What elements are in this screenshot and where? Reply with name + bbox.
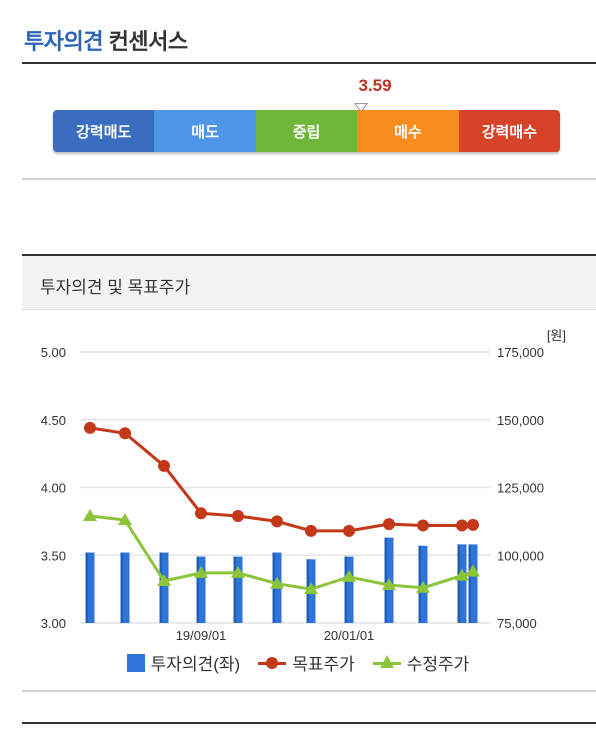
- next-section-divider: [22, 722, 596, 724]
- target-price-point: [467, 518, 479, 531]
- adjusted-price-point: [118, 513, 132, 526]
- opinion-bar-shade: [468, 544, 471, 623]
- opinion-bar: [233, 556, 243, 623]
- section-header: 투자의견 및 목표주가: [22, 256, 596, 310]
- adjusted-price-point: [83, 508, 97, 521]
- opinion-bar-shade: [159, 552, 162, 623]
- consensus-score: 3.59: [358, 76, 392, 95]
- right-axis-tick-label: 75,000: [497, 616, 537, 631]
- scale-sell: 매도: [154, 110, 256, 152]
- opinion-bar-shade: [457, 544, 460, 623]
- left-axis-tick-label: 5.00: [41, 345, 66, 360]
- legend-label-adjusted-price: 수정주가: [406, 655, 470, 674]
- section-title: 투자의견 및 목표주가: [40, 278, 191, 297]
- opinion-bar: [85, 552, 95, 623]
- legend-label-target-price: 목표주가: [292, 655, 355, 674]
- adjusted-price-point: [382, 578, 396, 591]
- opinion-bar: [120, 552, 130, 623]
- opinion-bar: [196, 556, 206, 623]
- target-price-point: [305, 524, 317, 537]
- target-price-point: [383, 518, 395, 531]
- right-axis-tick-label: 125,000: [497, 481, 544, 496]
- opinion-bar: [344, 556, 354, 623]
- legend-label-opinion: 투자의견(좌): [150, 655, 241, 674]
- target-price-point: [343, 524, 355, 537]
- section-top-divider: [22, 254, 596, 256]
- right-axis-tick-label: 100,000: [497, 548, 544, 563]
- opinion-scale: 강력매도 매도 중립 매수 강력매수: [53, 110, 560, 152]
- scale-neutral: 중립: [255, 110, 358, 152]
- chart-legend: 투자의견(좌) 목표주가 수정주가: [0, 650, 596, 675]
- scale-strong-sell: 강력매도: [53, 110, 155, 152]
- scale-buy: 매수: [357, 110, 459, 152]
- x-axis-tick-label: 19/09/01: [176, 628, 227, 643]
- opinion-bar-shade: [344, 556, 347, 623]
- left-axis-tick-label: 3.00: [41, 616, 66, 631]
- legend-item-target-price: 목표주가: [258, 650, 355, 675]
- adjusted-price-point: [416, 580, 430, 593]
- adjusted-price-point: [466, 564, 480, 577]
- left-axis-tick-label: 4.50: [41, 413, 66, 428]
- consensus-title: 투자의견 컨센서스: [24, 24, 188, 56]
- title-divider: [22, 62, 596, 64]
- scale-strong-buy: 강력매수: [458, 110, 560, 152]
- target-price-point: [271, 515, 283, 528]
- target-price-point: [195, 507, 207, 520]
- opinion-bar: [159, 552, 169, 623]
- legend-triangle-line-swatch: [372, 654, 401, 672]
- consensus-bottom-divider: [22, 178, 596, 180]
- adjusted-price-point: [231, 565, 245, 578]
- left-axis-tick-label: 3.50: [41, 548, 66, 563]
- target-price-line: [89, 426, 474, 533]
- opinion-bar-shade: [85, 552, 88, 623]
- opinion-bar-shade: [120, 552, 123, 623]
- target-price-point: [84, 421, 96, 434]
- legend-item-opinion: 투자의견(좌): [126, 650, 241, 675]
- adjusted-price-point: [455, 568, 469, 581]
- right-axis-unit: [원]: [547, 328, 566, 343]
- opinion-bar: [457, 544, 467, 623]
- legend-circle-line-swatch: [258, 654, 287, 672]
- opinion-bar: [468, 544, 478, 623]
- opinion-bar-shade: [384, 537, 387, 623]
- opinion-bar-shade: [233, 556, 236, 623]
- adjusted-price-point: [270, 576, 284, 589]
- target-price-point: [456, 519, 468, 532]
- adjusted-price-point: [194, 565, 208, 578]
- score-marker-icon: [354, 103, 368, 113]
- adjusted-price-point: [342, 569, 356, 582]
- adjusted-price-point: [157, 573, 171, 586]
- right-axis-tick-label: 175,000: [497, 345, 544, 360]
- opinion-target-price-chart: 3.00 3.50 4.00 4.50 5.00 75,000 100,000 125,000…: [41, 328, 566, 643]
- legend-bar-swatch: [126, 653, 145, 672]
- x-axis-tick-label: 20/01/01: [324, 628, 375, 643]
- adjusted-price-line: [89, 514, 474, 591]
- left-axis-tick-label: 4.00: [41, 481, 66, 496]
- opinion-bar-shade: [196, 556, 199, 623]
- adjusted-price-point: [304, 582, 318, 595]
- right-axis-tick-label: 150,000: [497, 413, 544, 428]
- target-price-point: [417, 519, 429, 532]
- opinion-bar-shade: [418, 545, 421, 623]
- target-price-point: [158, 459, 170, 472]
- target-price-point: [232, 509, 244, 522]
- legend-item-adjusted-price: 수정주가: [372, 650, 470, 675]
- chart-bottom-divider: [22, 690, 596, 692]
- consensus-title-rest: 컨센서스: [108, 29, 188, 54]
- consensus-title-accent: 투자의견: [24, 29, 103, 54]
- target-price-point: [119, 427, 131, 440]
